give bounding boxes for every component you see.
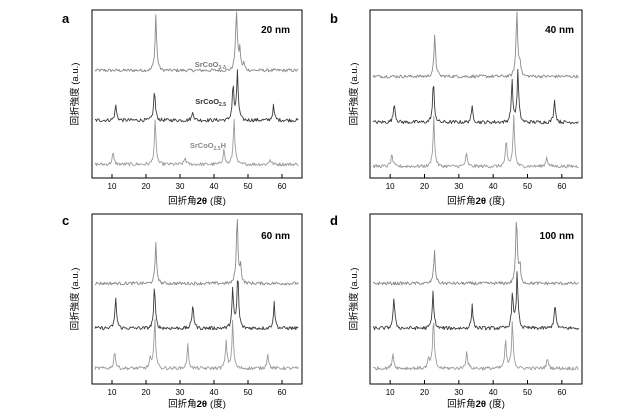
x-axis-label-suffix-b: (度) <box>489 195 505 207</box>
y-axis-label-a: 回折強度 (a.u.) <box>69 63 81 126</box>
x-axis-label-a: 回折角2θ(度) <box>168 195 226 207</box>
x-axis-label-symbol-d: 2θ <box>476 399 486 410</box>
thickness-label-b: 40 nm <box>545 25 574 36</box>
x-axis-label-suffix-d: (度) <box>489 398 505 410</box>
y-axis-label-d: 回折強度 (a.u.) <box>348 268 360 331</box>
x-tick-label-b-50: 50 <box>523 182 532 191</box>
x-tick-label-d-60: 60 <box>557 388 566 397</box>
panel-letter-a: a <box>62 11 70 26</box>
series-label-srcoo2-5h: SrCoO2.5H <box>190 141 226 152</box>
y-axis-label-c: 回折強度 (a.u.) <box>69 268 81 331</box>
x-tick-label-b-10: 10 <box>386 182 395 191</box>
x-tick-label-c-20: 20 <box>142 388 151 397</box>
trace-a-srcoo2-5 <box>95 70 298 122</box>
series-label-srcoo2-5: SrCoO2.5 <box>195 97 226 108</box>
panel-letter-b: b <box>330 11 338 26</box>
x-axis-label-d: 回折角2θ(度) <box>447 398 505 410</box>
x-tick-label-a-60: 60 <box>278 182 287 191</box>
x-tick-label-d-40: 40 <box>489 388 498 397</box>
x-tick-label-c-40: 40 <box>210 388 219 397</box>
x-tick-label-d-50: 50 <box>523 388 532 397</box>
thickness-label-c: 60 nm <box>261 231 290 242</box>
x-axis-label-suffix-c: (度) <box>210 398 226 410</box>
x-tick-label-d-20: 20 <box>420 388 429 397</box>
y-axis-label-b: 回折強度 (a.u.) <box>348 63 360 126</box>
x-tick-label-a-50: 50 <box>244 182 253 191</box>
x-tick-label-c-50: 50 <box>244 388 253 397</box>
x-tick-label-b-20: 20 <box>420 182 429 191</box>
trace-b-srcoo3-delta <box>373 12 579 78</box>
trace-d-srcoo2-5 <box>373 272 579 330</box>
x-tick-label-b-30: 30 <box>454 182 463 191</box>
x-axis-label-prefix-a: 回折角 <box>168 195 197 207</box>
x-tick-label-a-40: 40 <box>210 182 219 191</box>
thickness-label-a: 20 nm <box>261 25 290 36</box>
x-tick-label-b-60: 60 <box>557 182 566 191</box>
panel-letter-c: c <box>62 213 69 228</box>
x-axis-label-symbol-c: 2θ <box>197 399 207 410</box>
panel-letter-d: d <box>330 213 338 228</box>
x-axis-label-prefix-d: 回折角 <box>447 398 476 410</box>
x-tick-label-a-10: 10 <box>108 182 117 191</box>
x-tick-label-b-40: 40 <box>489 182 498 191</box>
panel-b: b 40 nm 回折強度 (a.u.) 回折角2θ(度) 10 20 30 40 50 6… <box>330 10 582 207</box>
panel-a: a 20 nm 回折強度 (a.u.) 回折角2θ(度) SrCoO3-δ Sr… <box>62 10 302 207</box>
trace-c-srcoo2-5 <box>95 281 298 330</box>
x-tick-label-c-10: 10 <box>108 388 117 397</box>
x-axis-label-prefix-c: 回折角 <box>168 398 197 410</box>
panel-d: d 100 nm 回折強度 (a.u.) 回折角2θ(度) 10 20 30 40 50… <box>330 213 582 410</box>
x-tick-label-a-30: 30 <box>176 182 185 191</box>
x-tick-label-c-30: 30 <box>176 388 185 397</box>
x-axis-label-c: 回折角2θ(度) <box>168 398 226 410</box>
x-tick-label-d-30: 30 <box>454 388 463 397</box>
x-tick-label-d-10: 10 <box>386 388 395 397</box>
thickness-label-d: 100 nm <box>540 231 575 242</box>
x-axis-label-suffix-a: (度) <box>210 195 226 207</box>
trace-c-srcoo3-delta <box>95 220 298 286</box>
x-axis-label-prefix-b: 回折角 <box>447 195 476 207</box>
panel-c: c 60 nm 回折強度 (a.u.) 回折角2θ(度) 10 20 30 40 50 6… <box>62 213 302 410</box>
x-axis-label-symbol-b: 2θ <box>476 196 486 207</box>
x-tick-label-c-60: 60 <box>278 388 287 397</box>
x-tick-label-a-20: 20 <box>142 182 151 191</box>
x-axis-label-b: 回折角2θ(度) <box>447 195 505 207</box>
x-axis-label-symbol-a: 2θ <box>197 196 207 207</box>
